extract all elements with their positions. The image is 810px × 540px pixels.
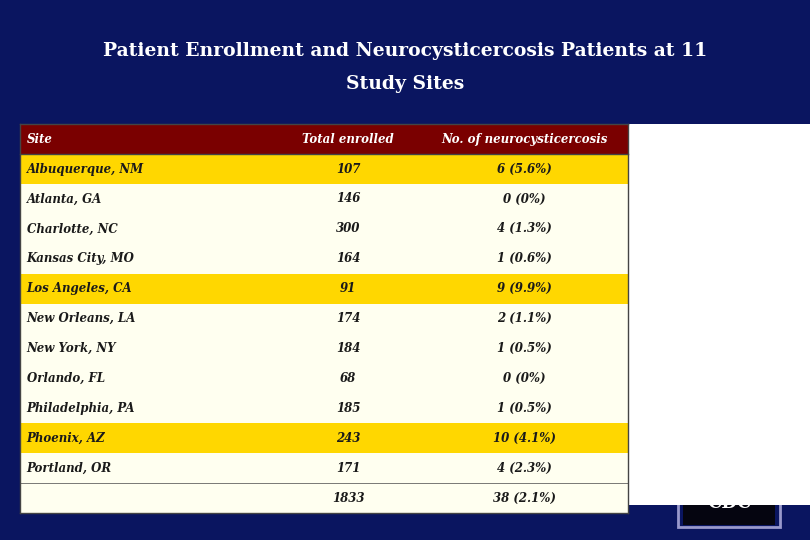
Text: 2 (1.1%): 2 (1.1%) xyxy=(497,312,552,325)
Text: Albuquerque, NM: Albuquerque, NM xyxy=(27,163,144,176)
Text: No. of neurocysticercosis: No. of neurocysticercosis xyxy=(441,133,608,146)
Text: Phoenix, AZ: Phoenix, AZ xyxy=(27,432,105,445)
Text: 91: 91 xyxy=(340,282,356,295)
Text: Portland, OR: Portland, OR xyxy=(27,462,112,475)
Text: Charlotte, NC: Charlotte, NC xyxy=(27,222,117,235)
Text: New Orleans, LA: New Orleans, LA xyxy=(27,312,136,325)
Text: 107: 107 xyxy=(336,163,360,176)
Bar xyxy=(683,482,775,525)
Text: 4 (1.3%): 4 (1.3%) xyxy=(497,222,552,235)
Text: 1 (0.6%): 1 (0.6%) xyxy=(497,252,552,265)
Text: 1 (0.5%): 1 (0.5%) xyxy=(497,402,552,415)
Text: 185: 185 xyxy=(336,402,360,415)
Text: Study Sites: Study Sites xyxy=(346,75,464,93)
Text: Atlanta, GA: Atlanta, GA xyxy=(27,192,102,205)
Text: 146: 146 xyxy=(336,192,360,205)
Text: 164: 164 xyxy=(336,252,360,265)
Text: 1833: 1833 xyxy=(332,491,364,504)
Text: 300: 300 xyxy=(336,222,360,235)
Text: 10 (4.1%): 10 (4.1%) xyxy=(493,432,556,445)
Text: 38 (2.1%): 38 (2.1%) xyxy=(493,491,556,504)
Text: 0 (0%): 0 (0%) xyxy=(503,192,546,205)
Text: 0 (0%): 0 (0%) xyxy=(503,372,546,385)
Text: 243: 243 xyxy=(336,432,360,445)
Text: 1 (0.5%): 1 (0.5%) xyxy=(497,342,552,355)
Text: Orlando, FL: Orlando, FL xyxy=(27,372,104,385)
Text: Patient Enrollment and Neurocysticercosis Patients at 11: Patient Enrollment and Neurocysticercosi… xyxy=(103,42,707,60)
Text: Philadelphia, PA: Philadelphia, PA xyxy=(27,402,135,415)
Text: 68: 68 xyxy=(340,372,356,385)
Text: Kansas City, MO: Kansas City, MO xyxy=(27,252,134,265)
Text: CDC: CDC xyxy=(707,494,751,511)
Text: Total enrolled: Total enrolled xyxy=(302,133,394,146)
Text: 9 (9.9%): 9 (9.9%) xyxy=(497,282,552,295)
Text: Site: Site xyxy=(27,133,53,146)
Text: Los Angeles, CA: Los Angeles, CA xyxy=(27,282,132,295)
Text: 184: 184 xyxy=(336,342,360,355)
Text: 4 (2.3%): 4 (2.3%) xyxy=(497,462,552,475)
Text: New York, NY: New York, NY xyxy=(27,342,116,355)
Text: 174: 174 xyxy=(336,312,360,325)
Text: 6 (5.6%): 6 (5.6%) xyxy=(497,163,552,176)
Text: 171: 171 xyxy=(336,462,360,475)
